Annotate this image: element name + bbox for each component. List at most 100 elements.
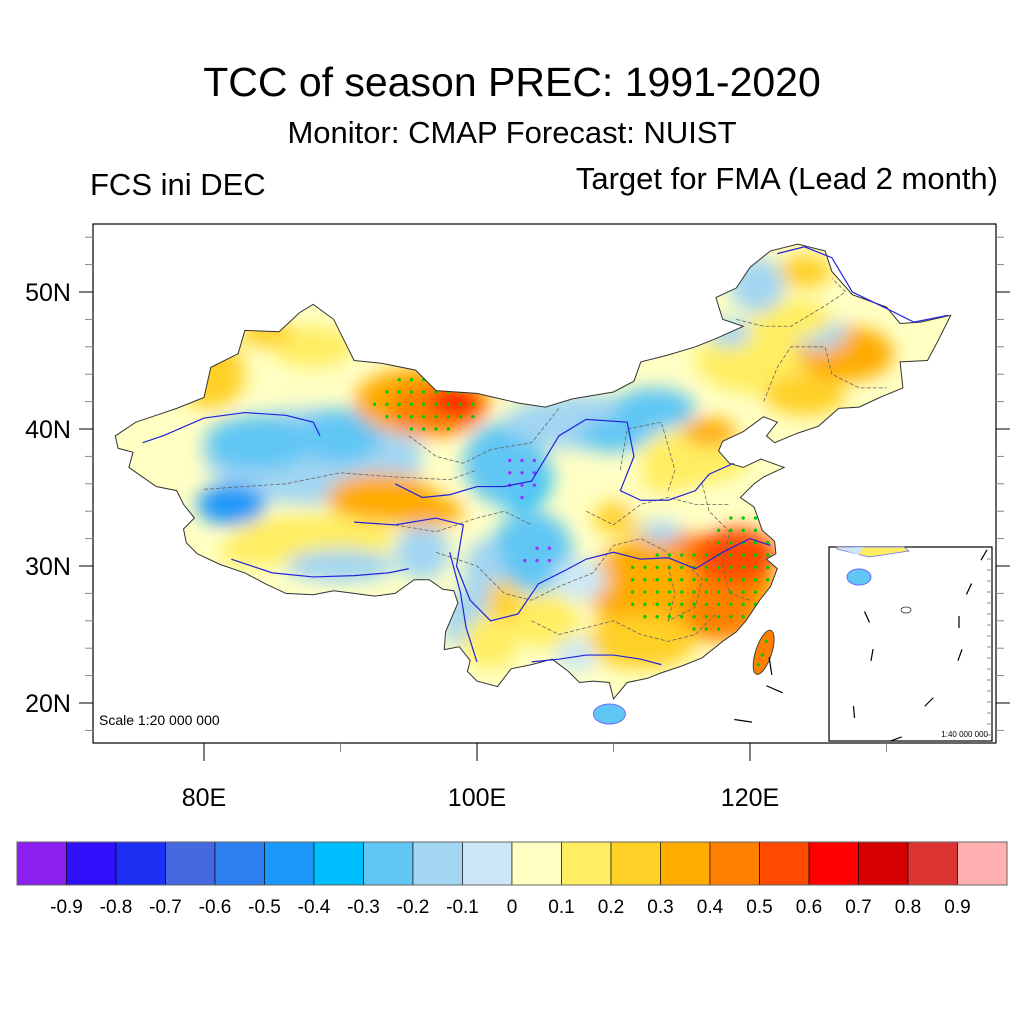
chart-title: TCC of season PREC: 1991-2020 — [203, 59, 821, 105]
stipple-dot-positive — [692, 627, 696, 631]
inset-hainan — [846, 568, 872, 586]
hainan-island — [592, 703, 626, 725]
province-boundary — [435, 538, 669, 601]
stipple-dot-positive — [667, 578, 672, 582]
stipple-dot-positive — [630, 565, 635, 570]
contour-region — [586, 613, 696, 669]
inset-map: 1:40 000 000 — [828, 546, 993, 742]
stipple-dot-positive — [756, 662, 760, 667]
stipple-dot-positive — [729, 553, 733, 557]
legend-label: 0.5 — [746, 897, 772, 918]
inset-boundary-dash — [890, 736, 902, 742]
stipple-dot-positive — [704, 553, 709, 557]
stipple-dot-positive — [643, 565, 647, 570]
stipple-dot-positive — [434, 390, 438, 394]
stipple-dot-positive — [753, 590, 758, 594]
inset-boundary-dash — [852, 705, 856, 719]
legend-label: 0 — [507, 897, 518, 918]
legend-swatch — [907, 841, 958, 886]
stipple-dot-positive — [767, 668, 771, 672]
boundary-dash — [766, 685, 784, 694]
stipple-dot-positive — [692, 578, 696, 582]
stipple-dot-positive — [766, 553, 770, 557]
stipple-dot-positive — [655, 614, 659, 619]
inset-scale-label: 1:40 000 000 — [941, 730, 988, 739]
stipple-dot-positive — [422, 402, 426, 407]
province-boundaries — [203, 278, 887, 642]
stipple-dot-positive — [716, 602, 721, 607]
stipple-dot-positive — [397, 414, 401, 419]
stipple-dot-negative — [532, 471, 537, 475]
stipple-dot-negative — [547, 558, 552, 563]
stipple-dot-positive — [741, 578, 745, 582]
stipple-dot-positive — [753, 541, 758, 545]
stipple-dot-positive — [422, 427, 426, 431]
stipple-dot-negative — [508, 471, 512, 475]
contour-region — [554, 638, 596, 672]
y-tick-label: 50N — [25, 279, 71, 307]
legend-label: -0.6 — [199, 897, 232, 918]
stipple-dot-positive — [753, 565, 758, 570]
stipple-dot-negative — [532, 483, 537, 487]
province-boundary — [408, 408, 560, 464]
legend-label: 0.1 — [548, 897, 574, 918]
axes: 20N 30N 40N 50N 80E 100E 120E Scale 1:20 000 00… — [25, 223, 1010, 812]
legend-swatch — [759, 841, 810, 886]
legend-swatch — [16, 841, 67, 886]
stipple-dot-positive — [667, 553, 672, 557]
x-tick-label: 80E — [182, 784, 226, 812]
contour-region — [176, 339, 245, 409]
stipple-dot-positive — [667, 614, 672, 619]
stipple-dot-positive — [667, 602, 672, 607]
contour-blobs — [176, 255, 894, 680]
contour-region — [490, 511, 573, 594]
left-string: FCS ini DEC — [90, 167, 266, 202]
y-tick-label: 30N — [25, 553, 71, 581]
stipple-dot-positive — [643, 578, 647, 582]
stipple-dot-positive — [680, 578, 684, 582]
legend-label: 0.3 — [647, 897, 673, 918]
river — [394, 418, 734, 501]
stipple-dot-positive — [716, 528, 721, 533]
province-boundary — [395, 510, 532, 533]
stipple-dot-positive — [385, 402, 389, 407]
inset-island — [900, 606, 912, 614]
province-boundary — [619, 421, 676, 491]
stipple-dot-positive — [655, 565, 659, 570]
contour-region — [217, 538, 300, 566]
legend-frame — [16, 841, 1008, 886]
stipple-dot-negative — [520, 483, 524, 487]
stipple-dot-positive — [409, 427, 414, 431]
stipple-dot-positive — [729, 602, 733, 607]
stipple-dot-positive — [760, 653, 764, 657]
contour-region — [709, 319, 751, 347]
stipple-dot-positive — [692, 602, 696, 607]
legend-label: -0.4 — [298, 897, 331, 918]
legend-swatch — [660, 841, 711, 886]
y-tick-label: 20N — [25, 690, 71, 718]
stipple-dot-positive — [397, 377, 401, 382]
river — [142, 411, 321, 444]
contour-region — [272, 326, 355, 368]
stipple-dot-positive — [741, 565, 745, 570]
contour-region — [552, 559, 607, 601]
stipple-dot-positive — [692, 590, 696, 594]
stipple-dot-positive — [655, 553, 659, 557]
stipple-dot-positive — [692, 614, 696, 619]
stipple-dot-positive — [766, 541, 770, 545]
legend-swatch — [957, 841, 1008, 886]
province-boundary — [531, 613, 717, 642]
stipple-dot-positive — [680, 553, 684, 557]
stipple-dot-positive — [716, 627, 721, 631]
contour-region — [750, 298, 832, 340]
stipple-dot-positive — [741, 553, 745, 557]
stipple-dot-positive — [753, 516, 758, 520]
legend-label: 0.8 — [895, 897, 921, 918]
stipple-dot-positive — [643, 602, 647, 607]
stipple-dot-positive — [766, 602, 770, 607]
legend-label: -0.9 — [50, 897, 83, 918]
legend-swatch — [214, 841, 265, 886]
x-tick-label: 100E — [448, 784, 506, 812]
contour-region — [613, 387, 696, 430]
stipple-dot-positive — [643, 590, 647, 594]
